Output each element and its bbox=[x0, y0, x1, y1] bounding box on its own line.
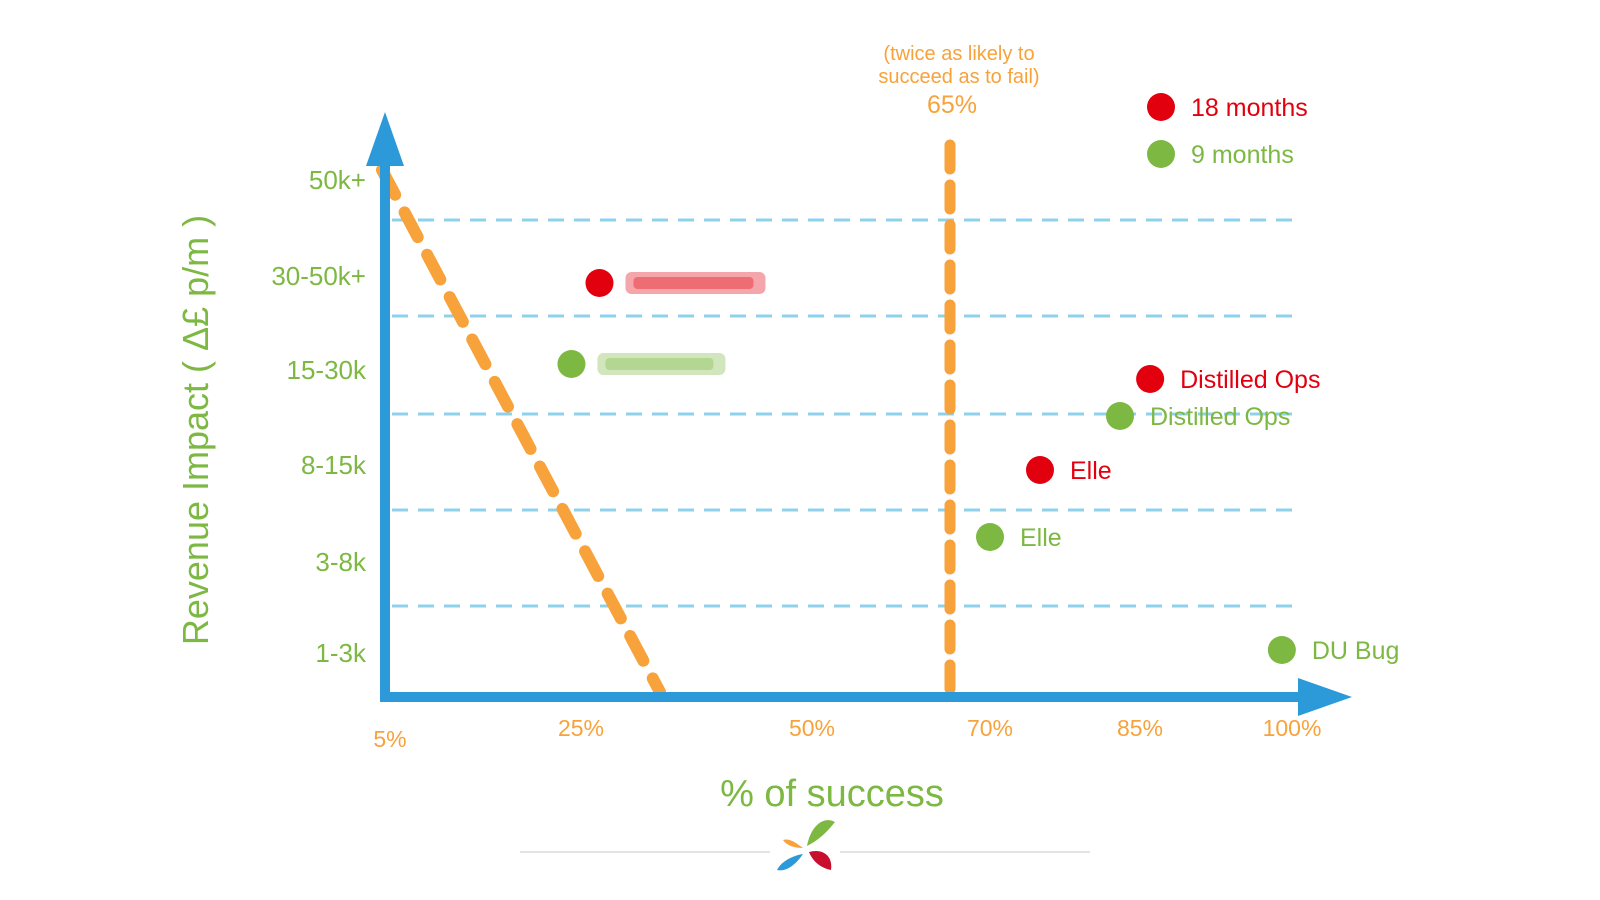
data-point-label: Distilled Ops bbox=[1150, 403, 1290, 431]
grid-lines bbox=[392, 218, 1295, 608]
x-tick-label: 50% bbox=[789, 715, 835, 741]
redacted-label bbox=[625, 272, 766, 294]
cutoff-line bbox=[376, 164, 666, 698]
y-tick-label: 30-50k+ bbox=[271, 261, 366, 291]
data-point-label: Distilled Ops bbox=[1180, 366, 1320, 394]
data-point-label: DU Bug bbox=[1312, 637, 1400, 665]
redacted-label bbox=[597, 353, 726, 375]
threshold-note-line1: (twice as likely to bbox=[883, 43, 1034, 65]
data-point bbox=[1106, 402, 1134, 430]
x-tick-label: 100% bbox=[1263, 715, 1322, 741]
data-point bbox=[976, 523, 1004, 551]
threshold-label: 65% bbox=[927, 91, 977, 119]
x-tick-label: 25% bbox=[558, 715, 604, 741]
y-tick-label: 8-15k bbox=[301, 450, 367, 480]
y-tick-label: 50k+ bbox=[309, 165, 366, 195]
legend-marker bbox=[1147, 93, 1175, 121]
redacted-label-inner bbox=[605, 358, 714, 370]
x-tick-labels: 5% 25% 50% 70% 85% 100% bbox=[373, 715, 1321, 752]
x-tick-label: 70% bbox=[967, 715, 1013, 741]
legend-label: 18 months bbox=[1191, 94, 1308, 122]
y-tick-labels: 1-3k 3-8k 8-15k 15-30k 30-50k+ 50k+ bbox=[271, 165, 367, 668]
legend: 18 months 9 months bbox=[1147, 93, 1308, 169]
y-tick-label: 15-30k bbox=[287, 355, 367, 385]
x-tick-label: 5% bbox=[373, 726, 406, 752]
data-point bbox=[557, 350, 586, 378]
data-point bbox=[1136, 365, 1165, 393]
data-point bbox=[1267, 636, 1296, 664]
y-axis-arrow bbox=[366, 112, 404, 166]
redacted-label-inner bbox=[633, 277, 754, 289]
data-points: Distilled Ops Elle Distilled Ops Elle DU Bug bbox=[557, 269, 1399, 665]
data-point-label: Elle bbox=[1020, 524, 1062, 552]
y-tick-label: 3-8k bbox=[315, 547, 367, 577]
threshold-note-line2: succeed as to fail) bbox=[878, 66, 1039, 88]
data-point bbox=[585, 269, 614, 297]
data-point bbox=[1026, 456, 1054, 484]
data-point-label: Elle bbox=[1070, 457, 1112, 485]
y-axis-label: Revenue Impact ( Δ£ p/m ) bbox=[175, 215, 216, 645]
y-tick-label: 1-3k bbox=[315, 638, 367, 668]
brand-logo bbox=[777, 820, 835, 871]
legend-label: 9 months bbox=[1191, 141, 1294, 169]
legend-marker bbox=[1147, 140, 1175, 168]
x-tick-label: 85% bbox=[1117, 715, 1163, 741]
x-axis-label: % of success bbox=[720, 773, 944, 815]
x-axis-arrow bbox=[1298, 678, 1352, 716]
